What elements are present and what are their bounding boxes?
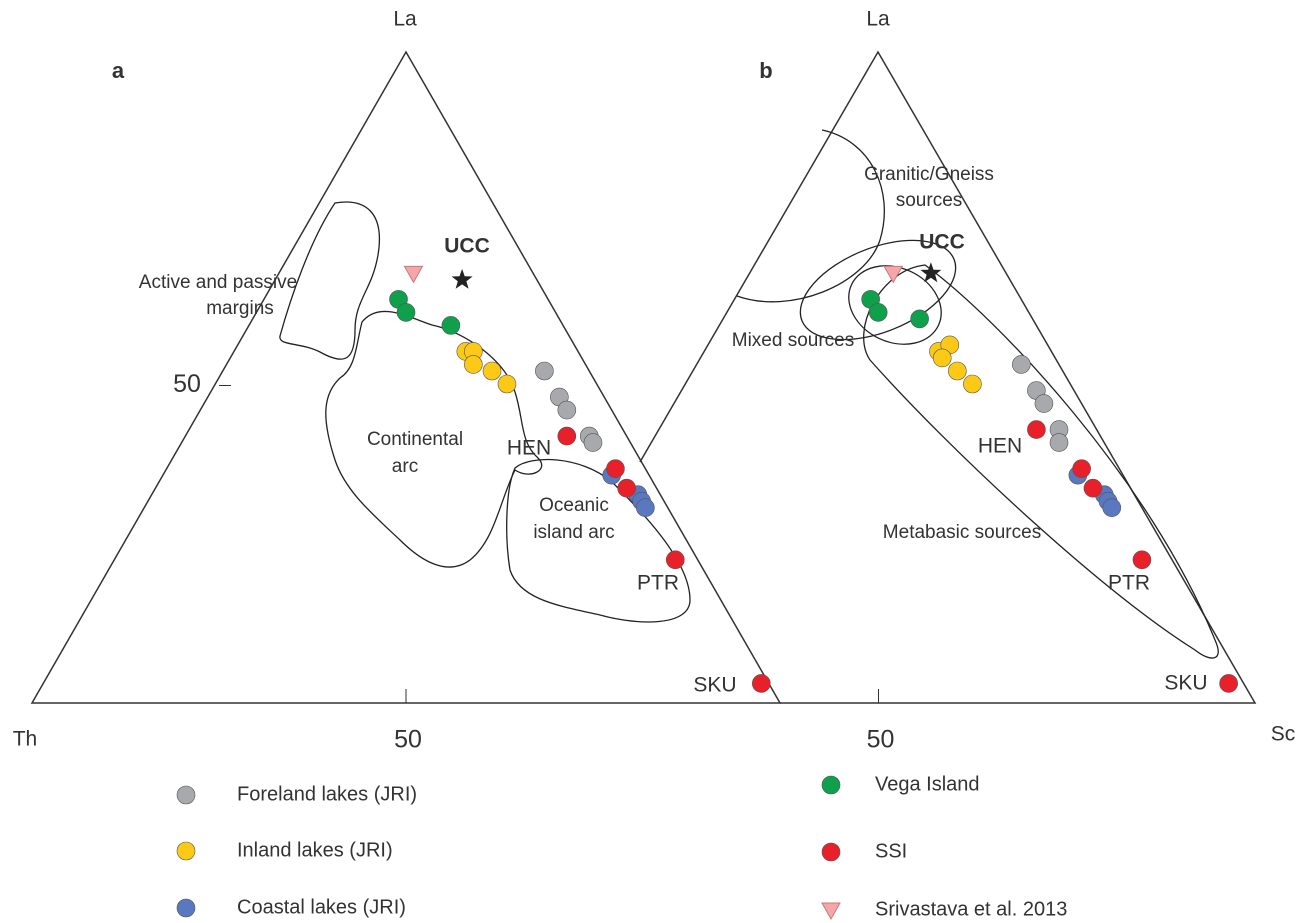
field-metabasic [863, 264, 1219, 659]
reference-star [451, 268, 473, 289]
data-point [557, 400, 577, 420]
corner-label: La [393, 8, 417, 31]
data-point [636, 498, 655, 518]
data-triangle [883, 265, 904, 284]
corner-label: Th [13, 728, 38, 751]
corner-label: Sc [1271, 723, 1296, 746]
legend-label: Foreland lakes (JRI) [237, 783, 417, 805]
tick-label: 50 [173, 370, 201, 398]
data-point [1027, 420, 1046, 439]
region-label: Oceanic [539, 495, 609, 516]
panel-label: b [759, 58, 772, 83]
reference-label: UCC [919, 231, 965, 254]
data-point [396, 303, 416, 322]
point-label: PTR [1108, 572, 1150, 595]
legend-marker [821, 775, 841, 795]
point-label: HEN [978, 435, 1022, 458]
data-point [535, 361, 554, 381]
data-point [464, 355, 483, 374]
data-point [583, 433, 603, 452]
legend-label: Vega Island [875, 773, 980, 795]
data-point [932, 348, 952, 368]
point-label: SKU [693, 674, 736, 697]
data-point [948, 361, 967, 381]
data-point [665, 550, 685, 570]
tick-label: 50 [867, 726, 895, 754]
data-point [1102, 498, 1122, 518]
region-label: Mixed sources [732, 330, 855, 351]
region-label: arc [392, 456, 418, 477]
data-point [1072, 459, 1091, 478]
field-granitic [736, 129, 885, 303]
data-point [1034, 394, 1054, 413]
data-point [617, 478, 636, 498]
data-point [751, 674, 771, 693]
legend-label: Inland lakes (JRI) [237, 839, 393, 861]
data-point [441, 316, 461, 335]
point-label: PTR [637, 572, 679, 595]
data-point [963, 374, 982, 394]
data-point [482, 361, 502, 381]
data-point [1012, 355, 1031, 374]
tick-label: 50 [394, 726, 422, 754]
data-point [910, 309, 929, 329]
field-inner [848, 265, 942, 345]
legend-marker [176, 785, 196, 805]
data-point [868, 303, 888, 322]
point-label: SKU [1164, 672, 1207, 695]
outlines [30, 50, 1257, 704]
field-mixed [799, 239, 957, 341]
legend-marker [176, 898, 196, 918]
panel-label: a [112, 58, 125, 83]
data-point [1049, 433, 1069, 452]
legend-label: SSI [875, 840, 907, 862]
legend-marker [176, 841, 196, 861]
legend-marker [821, 902, 841, 921]
reference-star [920, 262, 942, 283]
region-label: sources [896, 190, 963, 211]
data-point [1219, 674, 1238, 693]
field-active-margins [279, 201, 380, 360]
data-point [606, 459, 625, 478]
triangle-b [639, 50, 1257, 704]
legend-label: Srivastava et al. 2013 [875, 898, 1067, 920]
data-point [1083, 478, 1103, 498]
data-point [497, 374, 517, 394]
data-triangle [403, 265, 424, 284]
region-label: Granitic/Gneiss [864, 164, 994, 185]
region-label: Metabasic sources [883, 522, 1041, 543]
region-label: Continental [367, 429, 463, 450]
region-label: Active and passive [139, 272, 297, 293]
data-point [1132, 550, 1152, 570]
legend-label: Coastal lakes (JRI) [237, 896, 406, 918]
data-point [557, 426, 577, 446]
triangle-a [30, 50, 782, 704]
region-label: margins [206, 298, 274, 319]
legend-marker [821, 842, 841, 862]
region-label: island arc [533, 522, 614, 543]
point-label: HEN [507, 437, 551, 460]
reference-label: UCC [444, 235, 490, 258]
corner-label: La [866, 8, 890, 31]
